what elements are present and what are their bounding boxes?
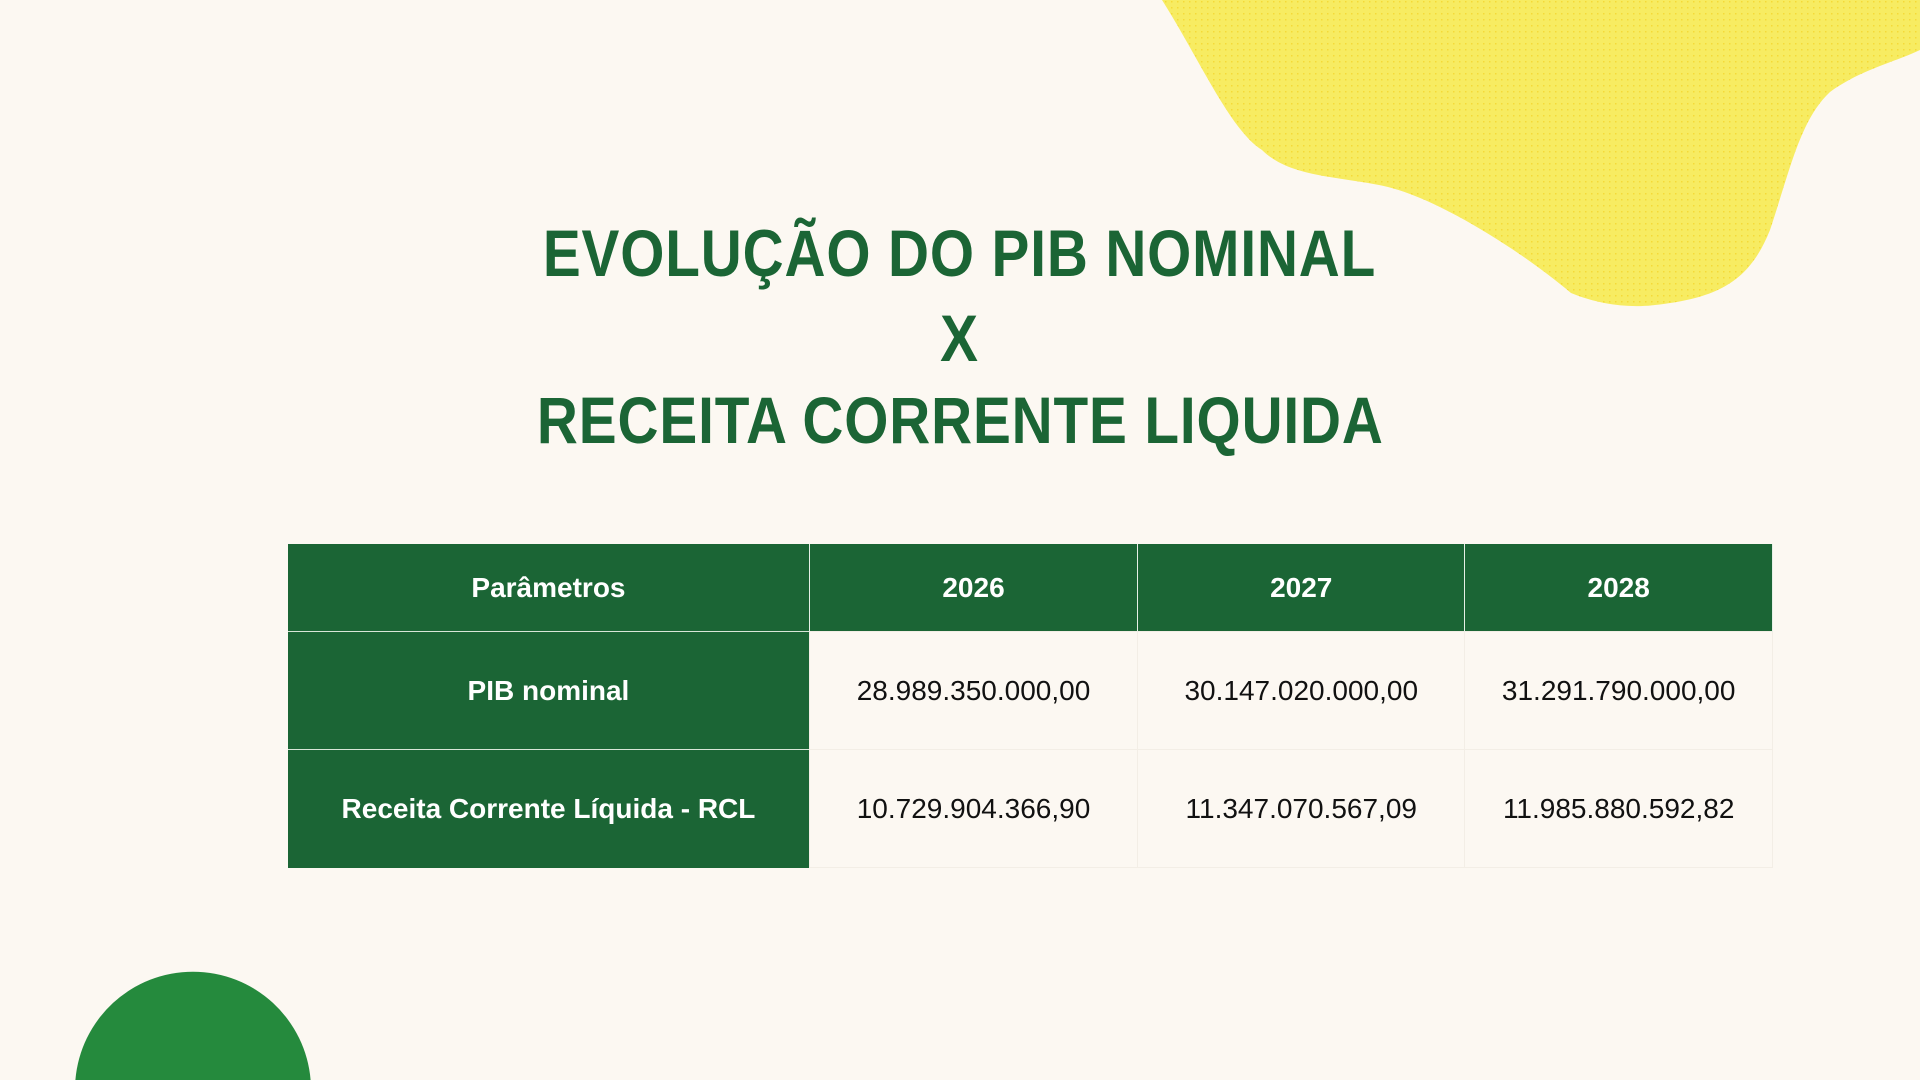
table-cell: 30.147.020.000,00 xyxy=(1137,631,1466,750)
green-circle xyxy=(75,971,311,1080)
table-cell: 10.729.904.366,90 xyxy=(808,749,1139,868)
table-row: Receita Corrente Líquida - RCL 10.729.90… xyxy=(288,749,1773,868)
title-line-1: EVOLUÇÃO DO PIB NOMINAL xyxy=(543,216,1377,290)
title-line-3: RECEITA CORRENTE LIQUIDA xyxy=(536,383,1384,457)
table-cell: 11.347.070.567,09 xyxy=(1137,749,1466,868)
table-header-row: Parâmetros 2026 2027 2028 xyxy=(288,544,1773,632)
table-cell: 31.291.790.000,00 xyxy=(1464,631,1773,750)
yellow-blob xyxy=(1162,0,1920,307)
row-label: PIB nominal xyxy=(288,631,810,750)
row-label: Receita Corrente Líquida - RCL xyxy=(288,749,810,868)
table-cell: 11.985.880.592,82 xyxy=(1464,749,1773,868)
header-parametros: Parâmetros xyxy=(288,544,810,632)
table-cell: 28.989.350.000,00 xyxy=(808,631,1139,750)
parameters-table: Parâmetros 2026 2027 2028 PIB nominal 28… xyxy=(288,544,1773,868)
header-2028: 2028 xyxy=(1464,544,1773,632)
header-2027: 2027 xyxy=(1137,544,1466,632)
title-line-2: X xyxy=(940,301,980,375)
header-2026: 2026 xyxy=(809,544,1139,632)
table-row: PIB nominal 28.989.350.000,00 30.147.020… xyxy=(288,631,1773,750)
